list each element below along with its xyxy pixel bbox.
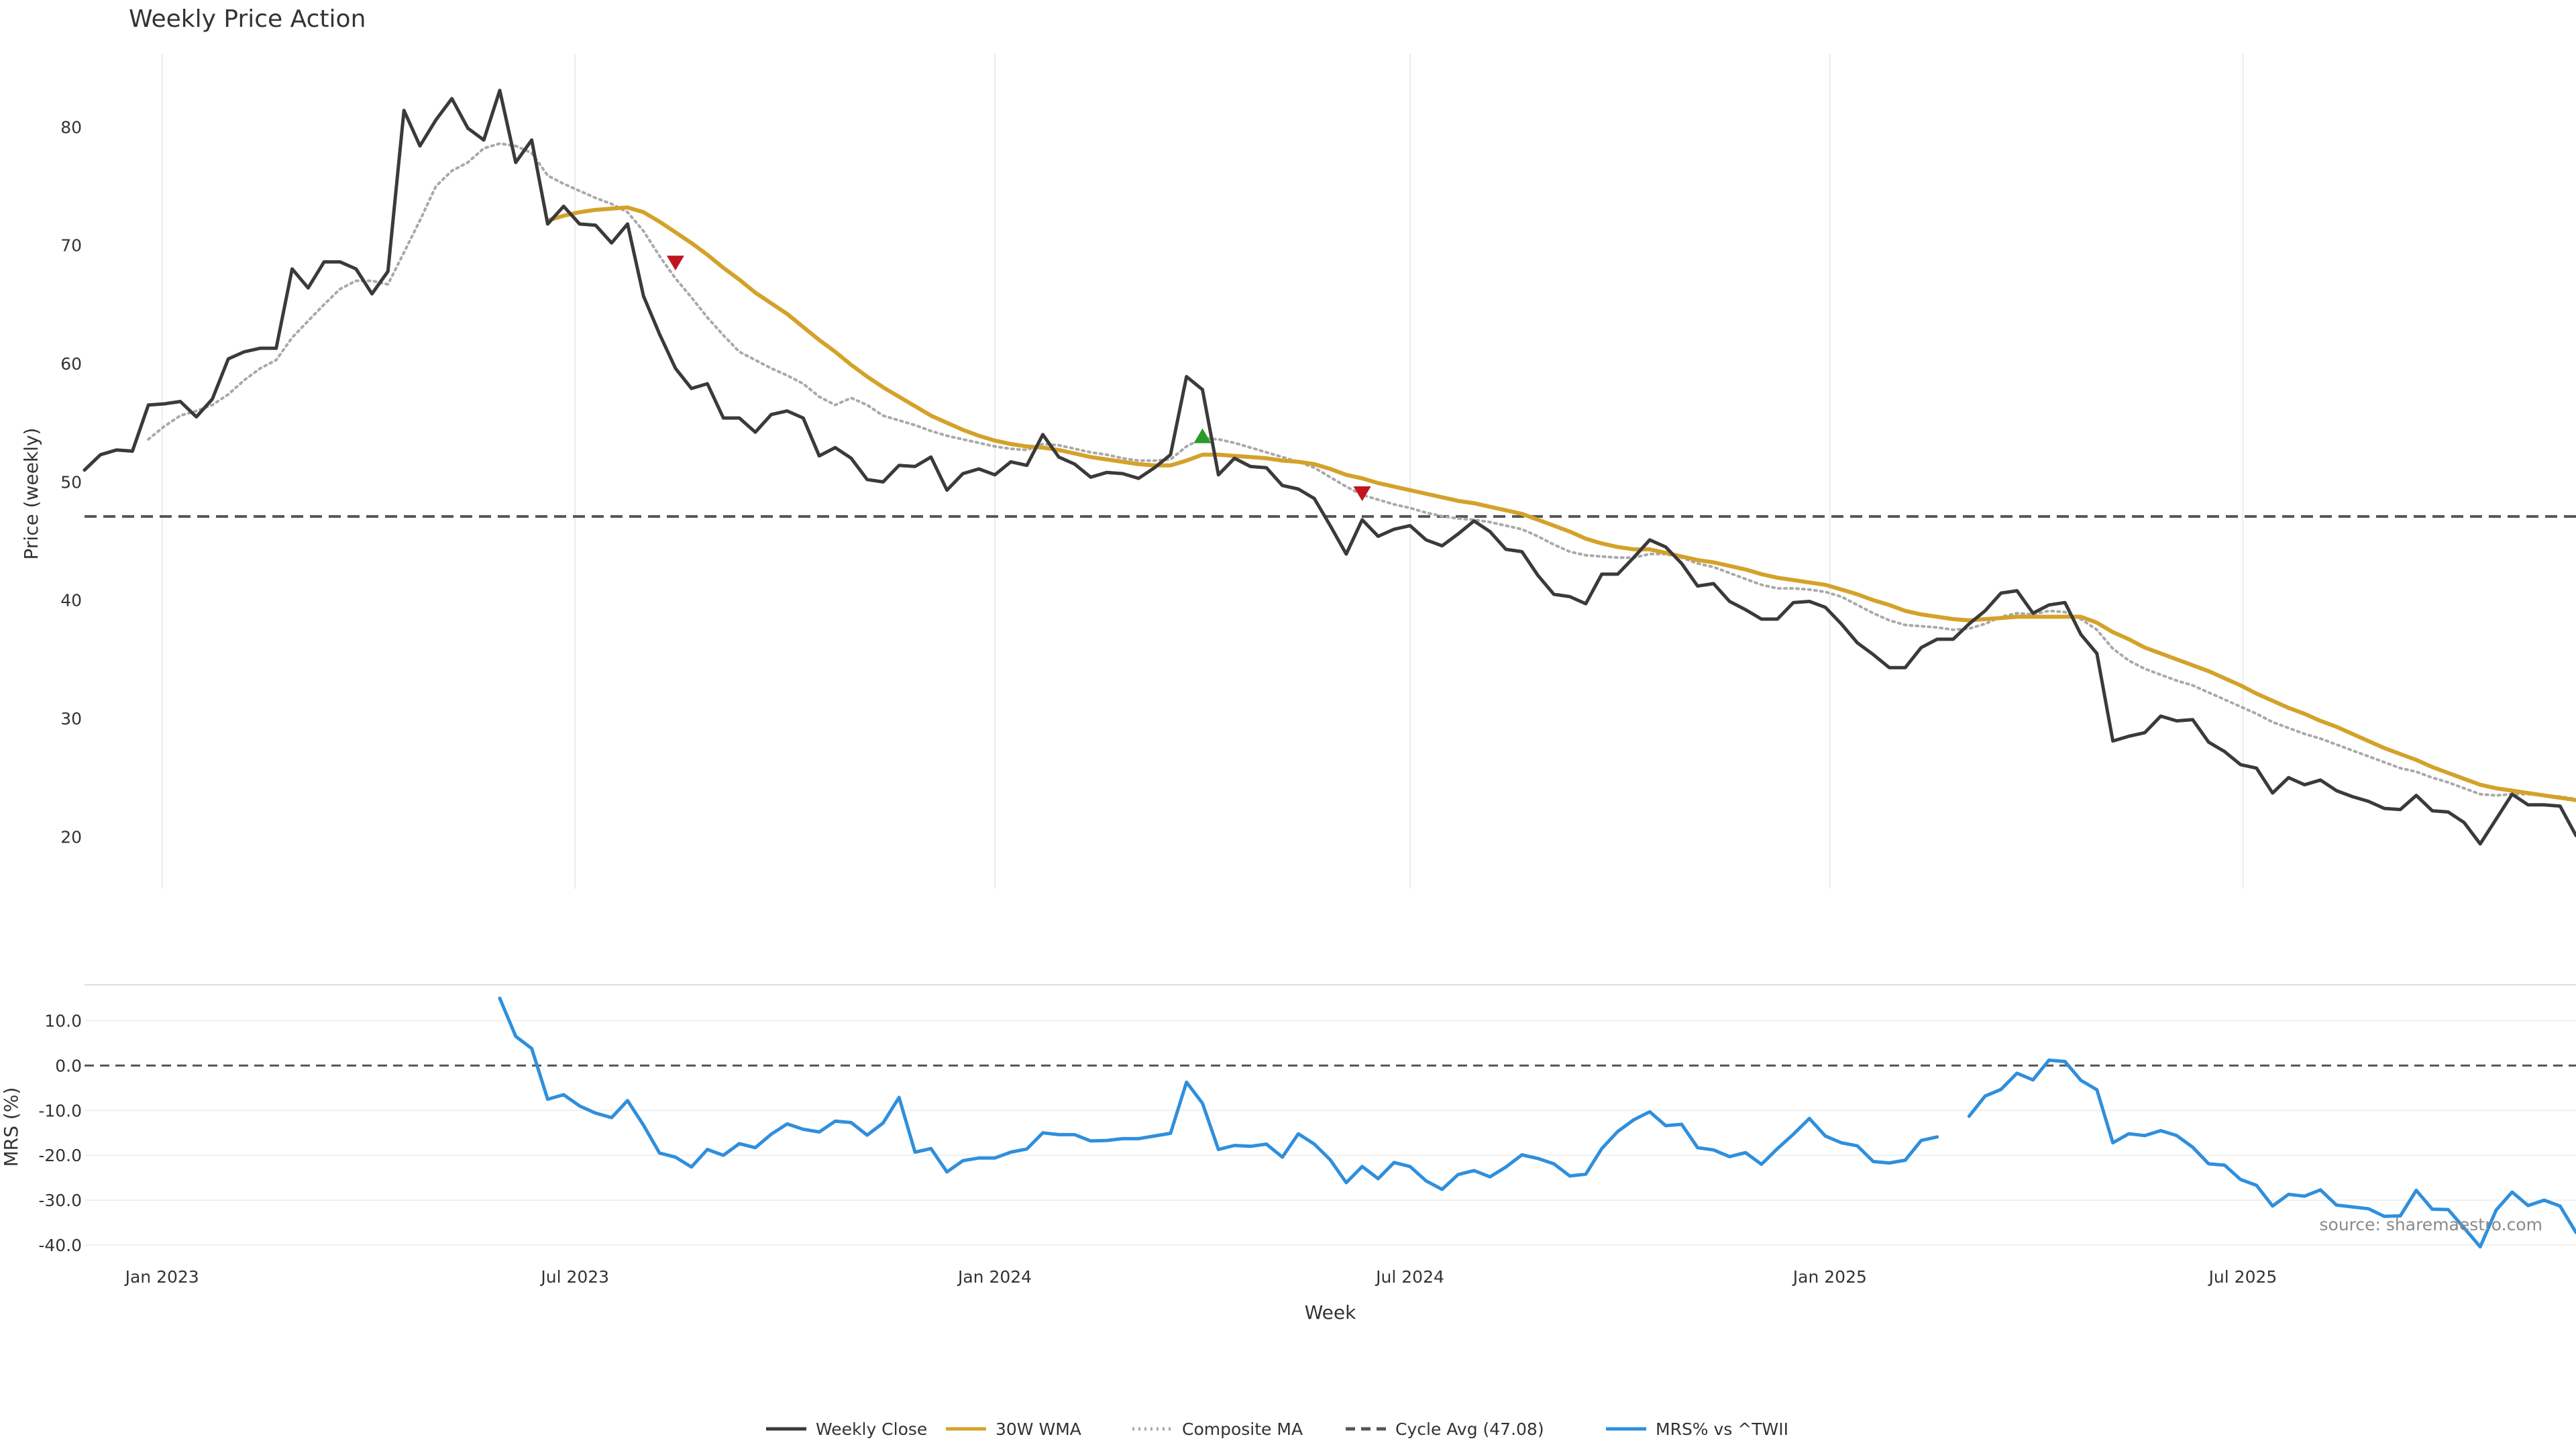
- x-tick-label: Jul 2025: [2208, 1267, 2277, 1287]
- mrs-y-tick-label: -10.0: [38, 1101, 82, 1120]
- price-y-tick-label: 80: [60, 117, 82, 137]
- mrs-y-tick-label: -20.0: [38, 1146, 82, 1165]
- legend-label: Weekly Close: [816, 1419, 927, 1439]
- price-y-axis-label: Price (weekly): [20, 428, 42, 560]
- x-tick-label: Jan 2025: [1792, 1267, 1867, 1287]
- legend-label: Cycle Avg (47.08): [1395, 1419, 1544, 1439]
- mrs-y-tick-label: -30.0: [38, 1191, 82, 1210]
- mrs-y-tick-label: 0.0: [55, 1056, 82, 1075]
- axes: Jan 2023 Jul 2023 Jan 2024 Jul 2024 Jan 2025…: [38, 117, 2277, 1287]
- legend-label: MRS% vs ^TWII: [1656, 1419, 1788, 1439]
- sell-signal-marker: [666, 256, 684, 271]
- buy-signal-marker: [1193, 428, 1212, 443]
- price-y-tick-label: 60: [60, 354, 82, 374]
- x-tick-label: Jan 2024: [957, 1267, 1032, 1287]
- price-y-tick-label: 40: [60, 591, 82, 610]
- price-y-tick-label: 20: [60, 827, 82, 847]
- source-note: source: sharemaestro.com: [2320, 1215, 2543, 1234]
- legend-label: 30W WMA: [996, 1419, 1081, 1439]
- sell-signal-marker: [1353, 486, 1371, 502]
- x-axis-label: Week: [1305, 1301, 1356, 1324]
- x-tick-label: Jul 2023: [539, 1267, 609, 1287]
- price-y-tick-label: 50: [60, 472, 82, 492]
- price-y-tick-label: 70: [60, 236, 82, 256]
- mrs-panel: [85, 984, 2576, 1249]
- legend-label: Composite MA: [1182, 1419, 1303, 1439]
- price-panel: [83, 89, 2576, 846]
- chart-title: Weekly Price Action: [129, 5, 366, 33]
- weekly-close-line: [83, 89, 2576, 846]
- vertical-grid: [161, 54, 2244, 889]
- legend: Weekly Close 30W WMA Composite MA Cycle Avg…: [766, 1419, 1788, 1439]
- mrs-y-tick-label: 10.0: [44, 1012, 82, 1031]
- mrs-y-tick-label: -40.0: [38, 1236, 82, 1255]
- price-y-tick-label: 30: [60, 709, 82, 729]
- mrs-line: [498, 996, 2576, 1249]
- x-tick-label: Jul 2024: [1375, 1267, 1444, 1287]
- x-tick-label: Jan 2023: [124, 1267, 199, 1287]
- mrs-y-axis-label: MRS (%): [0, 1087, 22, 1167]
- 30w-wma-line: [545, 205, 2576, 802]
